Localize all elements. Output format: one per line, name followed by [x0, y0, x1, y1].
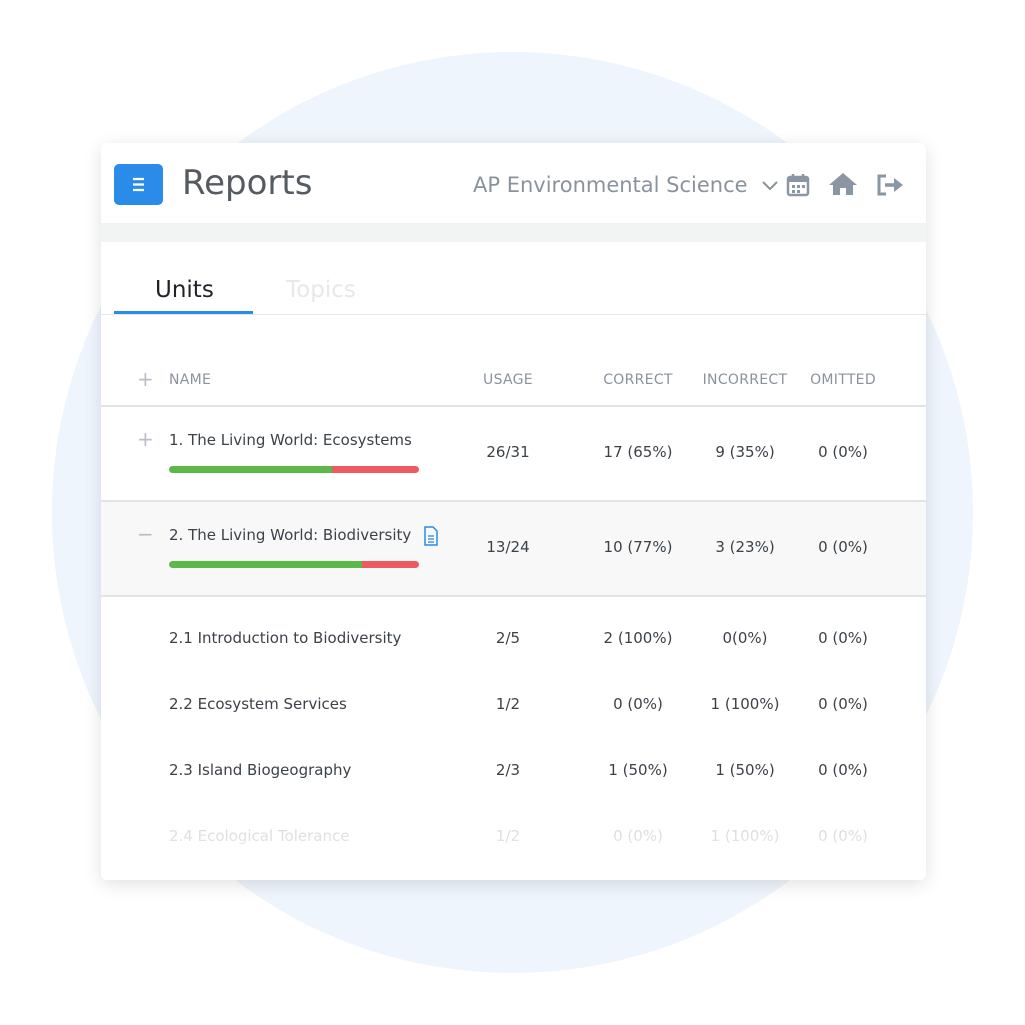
- cell-correct: 2 (100%): [603, 629, 673, 647]
- correct-bar: [169, 466, 332, 473]
- column-header: OMITTED: [810, 372, 876, 388]
- cell-omitted: 0 (0%): [818, 695, 868, 713]
- doc-svg: [424, 526, 438, 546]
- cell-omitted: 0 (0%): [818, 538, 868, 556]
- divider: [101, 500, 926, 502]
- tab-units[interactable]: Units: [155, 277, 214, 303]
- cell-name: 2.2 Ecosystem Services: [169, 695, 347, 713]
- cell-incorrect: 9 (35%): [715, 443, 775, 461]
- chevron: [762, 181, 778, 191]
- tab-topics[interactable]: Topics: [286, 277, 356, 303]
- cell-correct: 1 (50%): [608, 761, 668, 779]
- cell-usage: 1/2: [495, 695, 521, 713]
- expand-all[interactable]: +: [137, 367, 154, 391]
- column-header: INCORRECT: [702, 372, 788, 388]
- document-icon[interactable]: [423, 526, 439, 550]
- cell-omitted: 0 (0%): [818, 629, 868, 647]
- correct-bar: [169, 561, 362, 568]
- course-name: AP Environmental Science: [473, 173, 748, 197]
- incorrect-bar: [331, 466, 419, 473]
- cell-correct: 17 (65%): [603, 443, 673, 461]
- tab-separator: [101, 314, 926, 315]
- cell-correct: 10 (77%): [603, 538, 673, 556]
- cell-usage: 26/31: [486, 443, 530, 461]
- active-tab-indicator: [114, 311, 253, 314]
- cell-incorrect: 1 (100%): [710, 695, 780, 713]
- incorrect-bar: [361, 561, 419, 568]
- cell-usage: 13/24: [486, 538, 530, 556]
- cell-usage: 2/3: [495, 761, 521, 779]
- cell-name: 2. The Living World: Biodiversity: [169, 526, 412, 544]
- expand-button[interactable]: +: [137, 427, 154, 451]
- cell-incorrect: 1 (50%): [715, 761, 775, 779]
- logout-icon[interactable]: [875, 173, 905, 197]
- menu-button[interactable]: [114, 164, 163, 205]
- row-highlight: [101, 502, 926, 595]
- course-selector[interactable]: AP Environmental Science: [473, 173, 780, 197]
- cell-omitted: 0 (0%): [818, 761, 868, 779]
- page-title: Reports: [182, 163, 313, 203]
- divider: [101, 405, 926, 407]
- cell-name: 2.1 Introduction to Biodiversity: [169, 629, 402, 647]
- cell-usage: 2/5: [495, 629, 521, 647]
- collapse-button[interactable]: −: [137, 522, 154, 546]
- home-icon[interactable]: [828, 171, 858, 197]
- cell-name: 2.3 Island Biogeography: [169, 761, 352, 779]
- reports-card: Reports AP Environmental Science Units T…: [101, 143, 926, 880]
- column-header: USAGE: [483, 372, 533, 388]
- cell-incorrect: 0(0%): [722, 629, 768, 647]
- fade-overlay: [101, 813, 926, 880]
- cell-correct: 0 (0%): [613, 695, 663, 713]
- calendar-icon[interactable]: [785, 172, 811, 198]
- cell-incorrect: 3 (23%): [715, 538, 775, 556]
- menu-icon: [133, 177, 144, 192]
- column-header: NAME: [169, 372, 212, 388]
- divider: [101, 595, 926, 597]
- header-divider: [101, 223, 926, 242]
- column-header: CORRECT: [603, 372, 673, 388]
- cell-omitted: 0 (0%): [818, 443, 868, 461]
- cell-name: 1. The Living World: Ecosystems: [169, 431, 412, 449]
